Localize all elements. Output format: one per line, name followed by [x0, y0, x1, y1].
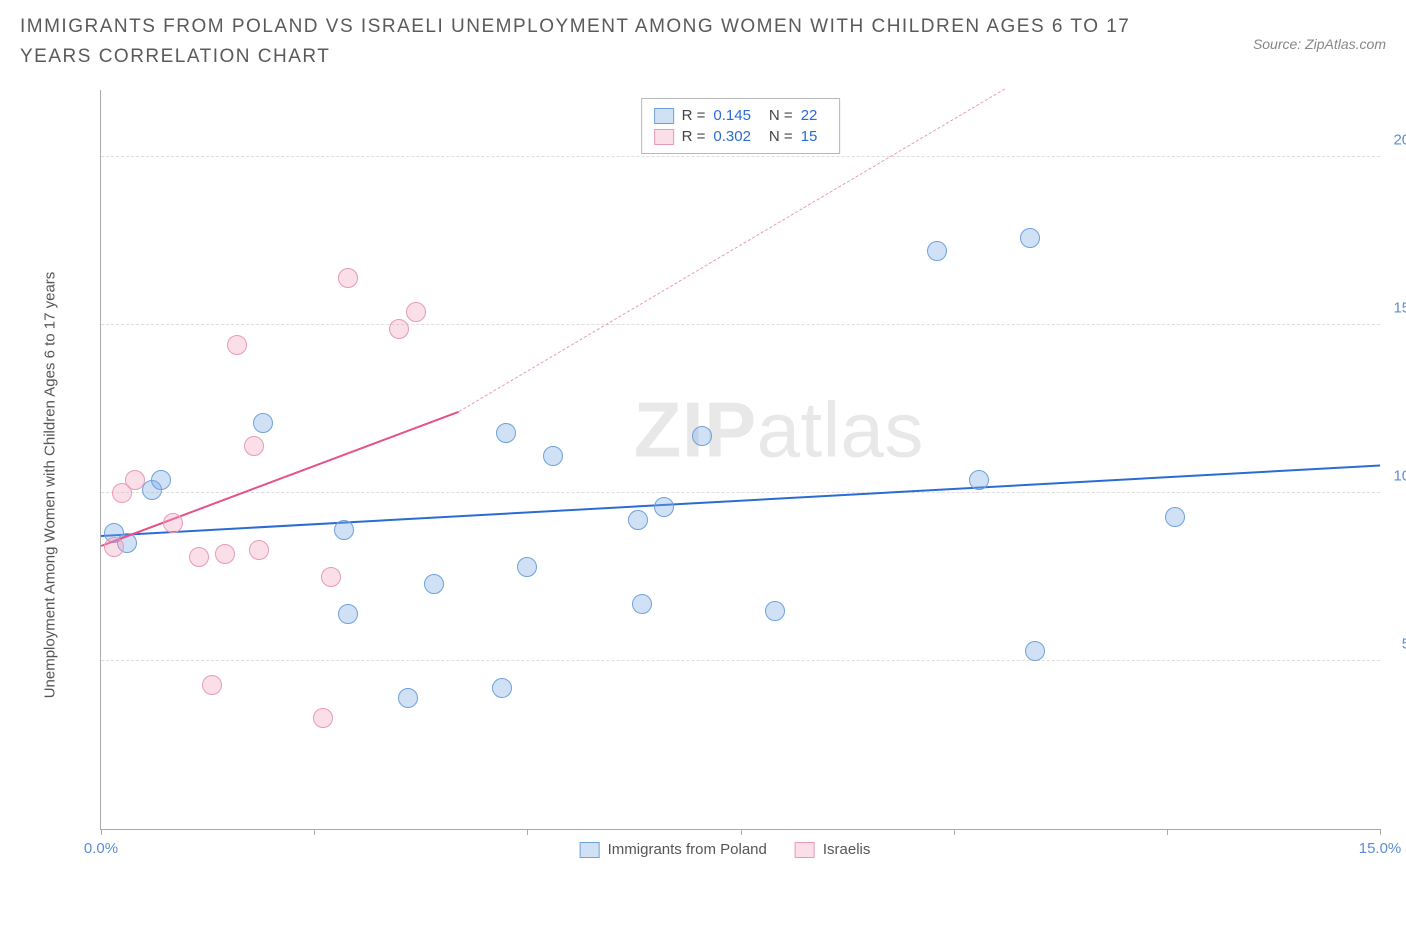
source-label: Source: ZipAtlas.com: [1253, 36, 1386, 52]
legend-swatch: [654, 129, 674, 145]
data-point: [406, 302, 426, 322]
x-tick: [527, 829, 528, 835]
data-point: [654, 497, 674, 517]
legend-swatch: [654, 108, 674, 124]
gridline-h: [101, 492, 1380, 493]
y-tick-label: 15.0%: [1393, 300, 1406, 317]
gridline-h: [101, 156, 1380, 157]
y-axis-label: Unemployment Among Women with Children A…: [42, 272, 59, 699]
data-point: [249, 540, 269, 560]
data-point: [151, 470, 171, 490]
bottom-legend-item: Israelis: [795, 841, 871, 858]
legend-label: Israelis: [823, 841, 871, 858]
data-point: [496, 423, 516, 443]
data-point: [969, 470, 989, 490]
stat-n-value: 22: [801, 107, 818, 124]
data-point: [104, 537, 124, 557]
chart-title: IMMIGRANTS FROM POLAND VS ISRAELI UNEMPL…: [20, 12, 1170, 73]
legend-swatch: [795, 842, 815, 858]
data-point: [334, 520, 354, 540]
data-point: [227, 335, 247, 355]
data-point: [1020, 228, 1040, 248]
chart-area: Unemployment Among Women with Children A…: [70, 90, 1380, 880]
data-point: [202, 675, 222, 695]
data-point: [321, 567, 341, 587]
stat-n-label: N =: [769, 128, 793, 145]
data-point: [492, 678, 512, 698]
data-point: [632, 594, 652, 614]
data-point: [189, 547, 209, 567]
watermark: ZIPatlas: [634, 384, 924, 475]
data-point: [517, 557, 537, 577]
data-point: [1025, 641, 1045, 661]
data-point: [125, 470, 145, 490]
header-row: IMMIGRANTS FROM POLAND VS ISRAELI UNEMPL…: [0, 0, 1406, 73]
legend-stats-row: R = 0.302 N = 15: [654, 126, 828, 147]
stat-r-value: 0.302: [713, 128, 751, 145]
data-point: [338, 604, 358, 624]
x-tick: [1167, 829, 1168, 835]
data-point: [163, 513, 183, 533]
gridline-h: [101, 660, 1380, 661]
legend-swatch: [580, 842, 600, 858]
x-tick-label: 0.0%: [84, 840, 118, 857]
data-point: [389, 319, 409, 339]
x-tick: [314, 829, 315, 835]
data-point: [543, 446, 563, 466]
data-point: [253, 413, 273, 433]
plot-region: ZIPatlas R =0.145N =22R =0.302N =15 5.0%…: [100, 90, 1380, 830]
data-point: [313, 708, 333, 728]
data-point: [215, 544, 235, 564]
gridline-h: [101, 324, 1380, 325]
y-tick-label: 10.0%: [1393, 468, 1406, 485]
bottom-legend: Immigrants from Poland Israelis: [580, 841, 871, 858]
x-tick: [1380, 829, 1381, 835]
data-point: [338, 268, 358, 288]
legend-stats-row: R = 0.145 N = 22: [654, 105, 828, 126]
stat-n-label: N =: [769, 107, 793, 124]
data-point: [628, 510, 648, 530]
x-tick: [101, 829, 102, 835]
legend-stats-box: R = 0.145 N = 22 R = 0.302 N = 15: [641, 98, 841, 154]
data-point: [424, 574, 444, 594]
data-point: [1165, 507, 1185, 527]
x-tick: [954, 829, 955, 835]
data-point: [244, 436, 264, 456]
x-tick: [741, 829, 742, 835]
data-point: [692, 426, 712, 446]
y-tick-label: 20.0%: [1393, 132, 1406, 149]
legend-label: Immigrants from Poland: [608, 841, 767, 858]
stat-r-label: R =: [682, 128, 706, 145]
stat-r-label: R =: [682, 107, 706, 124]
watermark-light: atlas: [757, 385, 924, 473]
data-point: [927, 241, 947, 261]
stat-n-value: 15: [801, 128, 818, 145]
data-point: [765, 601, 785, 621]
stat-r-value: 0.145: [713, 107, 751, 124]
y-tick-label: 5.0%: [1402, 636, 1406, 653]
bottom-legend-item: Immigrants from Poland: [580, 841, 767, 858]
data-point: [398, 688, 418, 708]
x-tick-label: 15.0%: [1359, 840, 1402, 857]
